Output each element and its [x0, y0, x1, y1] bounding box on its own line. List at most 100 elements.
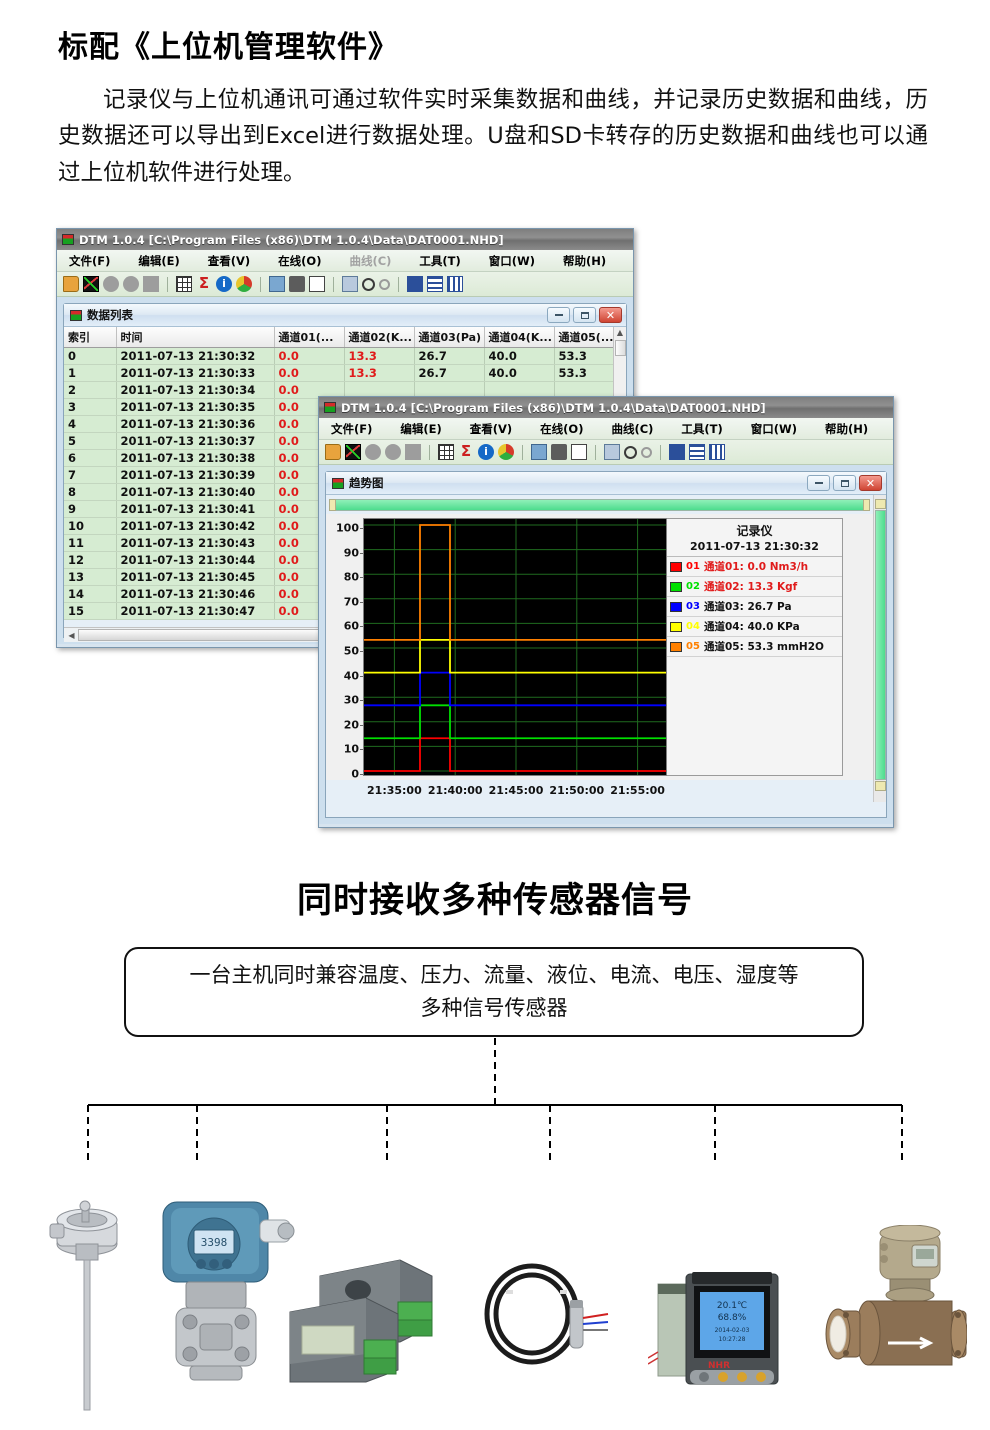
menu-item-3[interactable]: 在线(O) [278, 253, 322, 268]
maximize-button[interactable] [833, 475, 856, 491]
table-row[interactable]: 2 2011-07-13 21:30:34 0.0 [64, 381, 613, 399]
legend-row-05[interactable]: 05 通道05: 53.3 mmH2O [667, 637, 842, 657]
trend-vertical-scrollbar[interactable] [873, 495, 886, 802]
maximize-button[interactable] [573, 307, 596, 323]
legend-row-01[interactable]: 01 通道01: 0.0 Nm3/h [667, 557, 842, 577]
record-icon[interactable] [103, 276, 119, 292]
tile-vertical-icon[interactable] [447, 276, 463, 292]
menu-item-4[interactable]: 曲线(C) [349, 253, 392, 268]
column-header-5[interactable]: 通道04(K... [484, 327, 555, 348]
menu-item-7[interactable]: 帮助(H) [824, 421, 869, 436]
print-preview-icon[interactable] [571, 444, 587, 460]
print-preview-icon[interactable] [309, 276, 325, 292]
column-header-2[interactable]: 通道01(... [274, 327, 345, 348]
table-icon[interactable] [438, 444, 454, 460]
window1-menu-bar[interactable]: 文件(F) 编辑(E) 查看(V) 在线(O) 曲线(C) 工具(T) 窗口(W) 帮助(H) [57, 250, 633, 272]
scroll-left-icon[interactable]: ◀ [68, 630, 75, 640]
legend-row-03[interactable]: 03 通道03: 26.7 Pa [667, 597, 842, 617]
column-header-0[interactable]: 索引 [64, 327, 117, 348]
tile-vertical-icon[interactable] [709, 444, 725, 460]
window2-toolbar[interactable]: Σ i [319, 440, 893, 465]
zoom-in-icon[interactable] [362, 277, 375, 291]
pie-chart-icon[interactable] [236, 276, 252, 292]
minimize-button[interactable] [807, 475, 830, 491]
window1-title-bar[interactable]: DTM 1.0.4 [C:\Program Files (x86)\DTM 1.… [57, 229, 633, 250]
menu-item-7[interactable]: 帮助(H) [562, 253, 607, 268]
scroll-thumb[interactable] [614, 340, 626, 356]
zoom-out-icon[interactable] [641, 446, 652, 458]
table-row[interactable]: 1 2011-07-13 21:30:33 0.0 13.3 26.7 40.0 53.3 [64, 364, 613, 382]
scroll-cap-bottom[interactable] [874, 781, 886, 791]
zoom-in-icon[interactable] [624, 445, 637, 459]
table-cell: 2011-07-13 21:30:43 [116, 534, 275, 552]
zoom-out-icon[interactable] [379, 278, 390, 290]
menu-item-6[interactable]: 窗口(W) [750, 421, 797, 436]
export-excel-icon[interactable] [531, 444, 547, 460]
export-excel-icon[interactable] [269, 276, 285, 292]
table-row[interactable]: 0 2011-07-13 21:30:32 0.0 13.3 26.7 40.0 53.3 [64, 347, 613, 365]
cascade-windows-icon[interactable] [407, 276, 423, 292]
column-header-4[interactable]: 通道03(Pa) [414, 327, 485, 348]
stop-circle-icon[interactable] [385, 444, 401, 460]
minimize-button[interactable] [547, 307, 570, 323]
close-button[interactable]: ✕ [859, 475, 882, 491]
sigma-icon[interactable]: Σ [198, 274, 210, 292]
menu-item-4[interactable]: 曲线(C) [611, 421, 654, 436]
pie-chart-icon[interactable] [498, 444, 514, 460]
copy-icon[interactable] [604, 444, 620, 460]
menu-item-5[interactable]: 工具(T) [419, 253, 461, 268]
copy-icon[interactable] [342, 276, 358, 292]
stop-circle-icon[interactable] [123, 276, 139, 292]
tile-horizontal-icon[interactable] [427, 276, 443, 292]
curve-icon[interactable] [345, 444, 361, 460]
info-icon[interactable]: i [478, 444, 494, 460]
menu-item-1[interactable]: 编辑(E) [138, 253, 180, 268]
menu-item-2[interactable]: 查看(V) [207, 253, 251, 268]
open-file-icon[interactable] [63, 276, 79, 292]
trend-time-slider[interactable] [329, 499, 870, 511]
stop-square-icon[interactable] [405, 444, 421, 460]
menu-item-5[interactable]: 工具(T) [681, 421, 723, 436]
stop-square-icon[interactable] [143, 276, 159, 292]
menu-item-6[interactable]: 窗口(W) [488, 253, 535, 268]
slider-handle-left[interactable] [329, 499, 336, 511]
trend-window-buttons[interactable]: ✕ [807, 475, 886, 491]
dtm-window-trend[interactable]: DTM 1.0.4 [C:\Program Files (x86)\DTM 1.… [318, 396, 894, 828]
legend-row-02[interactable]: 02 通道02: 13.3 Kgf [667, 577, 842, 597]
trend-title-bar[interactable]: 趋势图 ✕ [326, 472, 886, 495]
scroll-cap-top[interactable] [874, 499, 886, 509]
cascade-windows-icon[interactable] [669, 444, 685, 460]
datalist-window-buttons[interactable]: ✕ [547, 307, 626, 323]
y-axis-tick-label: 70 [343, 595, 359, 609]
menu-item-3[interactable]: 在线(O) [540, 421, 584, 436]
close-button[interactable]: ✕ [599, 307, 622, 323]
table-cell [344, 381, 415, 399]
column-header-1[interactable]: 时间 [116, 327, 275, 348]
table-icon[interactable] [176, 276, 192, 292]
column-header-6[interactable]: 通道05(... [554, 327, 613, 348]
print-icon[interactable] [551, 444, 567, 460]
window2-menu-bar[interactable]: 文件(F) 编辑(E) 查看(V) 在线(O) 曲线(C) 工具(T) 窗口(W) 帮助(H) [319, 418, 893, 440]
print-icon[interactable] [289, 276, 305, 292]
menu-item-1[interactable]: 编辑(E) [400, 421, 442, 436]
sigma-icon[interactable]: Σ [460, 442, 472, 460]
tile-horizontal-icon[interactable] [689, 444, 705, 460]
column-header-3[interactable]: 通道02(K... [344, 327, 415, 348]
record-icon[interactable] [365, 444, 381, 460]
menu-item-0[interactable]: 文件(F) [69, 253, 111, 268]
datalist-title-bar[interactable]: 数据列表 ✕ [64, 304, 626, 327]
window1-toolbar[interactable]: Σ i [57, 272, 633, 297]
scroll-thumb-vertical[interactable] [874, 510, 886, 780]
y-axis-tick-label: 60 [343, 619, 359, 633]
menu-item-2[interactable]: 查看(V) [469, 421, 513, 436]
scroll-up-icon[interactable]: ▲ [616, 328, 624, 337]
trend-mdi-window[interactable]: 趋势图 ✕ 0 10 20 30 40 50 60 70 80 90 100 [325, 471, 887, 818]
chart-plot[interactable] [363, 518, 667, 776]
slider-handle-right[interactable] [863, 499, 870, 511]
menu-item-0[interactable]: 文件(F) [331, 421, 373, 436]
window2-title-bar[interactable]: DTM 1.0.4 [C:\Program Files (x86)\DTM 1.… [319, 397, 893, 418]
info-icon[interactable]: i [216, 276, 232, 292]
legend-row-04[interactable]: 04 通道04: 40.0 KPa [667, 617, 842, 637]
open-file-icon[interactable] [325, 444, 341, 460]
curve-icon[interactable] [83, 276, 99, 292]
